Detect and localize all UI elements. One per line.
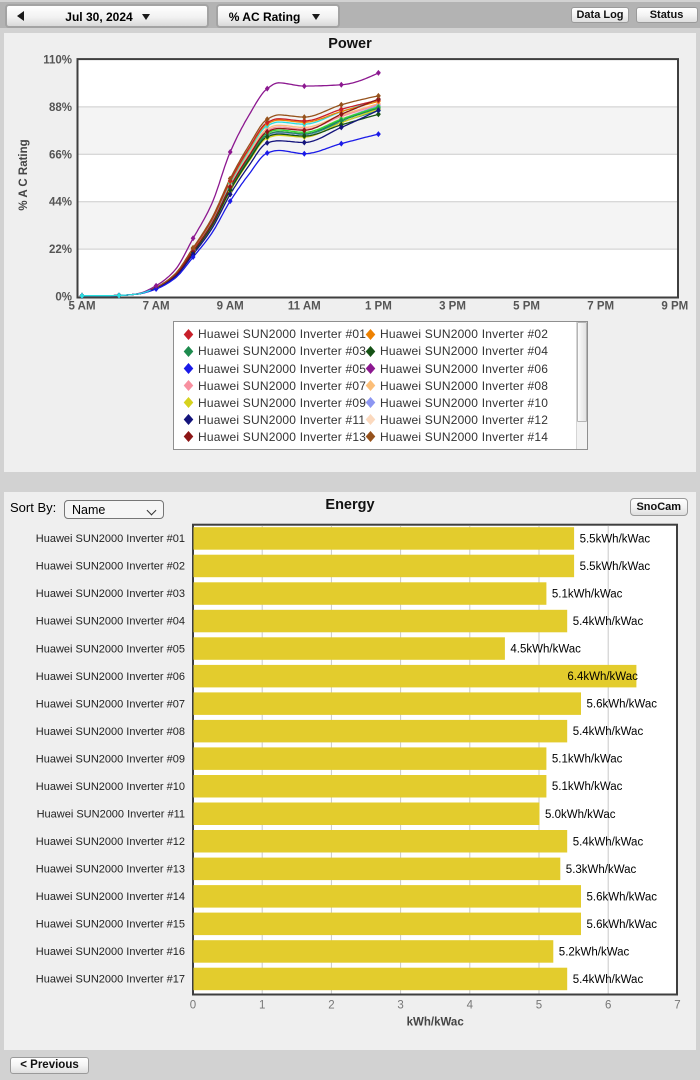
svg-text:5.6kWh/kWac: 5.6kWh/kWac: [587, 919, 658, 931]
svg-text:5.2kWh/kWac: 5.2kWh/kWac: [559, 946, 630, 958]
svg-text:Huawei SUN2000 Inverter #01: Huawei SUN2000 Inverter #01: [36, 533, 185, 545]
svg-text:Huawei SUN2000 Inverter #04: Huawei SUN2000 Inverter #04: [36, 616, 185, 628]
svg-text:Huawei SUN2000 Inverter #02: Huawei SUN2000 Inverter #02: [36, 561, 185, 573]
svg-text:Huawei SUN2000 Inverter #14: Huawei SUN2000 Inverter #14: [36, 891, 185, 903]
svg-text:3 PM: 3 PM: [439, 301, 466, 313]
svg-text:5.1kWh/kWac: 5.1kWh/kWac: [552, 589, 623, 601]
svg-text:Huawei SUN2000 Inverter #11: Huawei SUN2000 Inverter #11: [37, 809, 185, 821]
svg-text:22%: 22%: [49, 244, 72, 256]
svg-text:Huawei SUN2000 Inverter #10: Huawei SUN2000 Inverter #10: [36, 781, 185, 793]
svg-text:6.4kWh/kWac: 6.4kWh/kWac: [567, 671, 638, 683]
svg-text:1: 1: [259, 1000, 265, 1012]
svg-text:9 AM: 9 AM: [217, 301, 244, 313]
svg-text:5.4kWh/kWac: 5.4kWh/kWac: [573, 974, 644, 986]
svg-text:7: 7: [674, 1000, 680, 1012]
svg-text:0%: 0%: [55, 292, 72, 304]
svg-text:5.5kWh/kWac: 5.5kWh/kWac: [580, 534, 651, 546]
svg-text:3: 3: [397, 1000, 403, 1012]
svg-text:5.6kWh/kWac: 5.6kWh/kWac: [587, 699, 658, 711]
svg-text:Huawei SUN2000 Inverter #09: Huawei SUN2000 Inverter #09: [36, 753, 185, 765]
svg-text:0: 0: [190, 1000, 196, 1012]
svg-text:5.4kWh/kWac: 5.4kWh/kWac: [573, 616, 644, 628]
svg-text:Huawei SUN2000 Inverter #17: Huawei SUN2000 Inverter #17: [36, 974, 185, 986]
svg-text:5.0kWh/kWac: 5.0kWh/kWac: [545, 809, 616, 821]
svg-text:5.6kWh/kWac: 5.6kWh/kWac: [587, 891, 658, 903]
svg-text:5: 5: [536, 1000, 542, 1012]
svg-text:Huawei SUN2000 Inverter #07: Huawei SUN2000 Inverter #07: [36, 698, 185, 710]
svg-text:5.5kWh/kWac: 5.5kWh/kWac: [580, 561, 651, 573]
svg-text:5.4kWh/kWac: 5.4kWh/kWac: [573, 726, 644, 738]
svg-text:5.1kWh/kWac: 5.1kWh/kWac: [552, 754, 623, 766]
svg-text:5.4kWh/kWac: 5.4kWh/kWac: [573, 836, 644, 848]
svg-text:% A C Rating: % A C Rating: [18, 139, 30, 210]
svg-text:110%: 110%: [43, 55, 72, 67]
svg-text:kWh/kWac: kWh/kWac: [407, 1017, 465, 1029]
svg-text:Huawei SUN2000 Inverter #03: Huawei SUN2000 Inverter #03: [36, 588, 185, 600]
svg-text:7 AM: 7 AM: [143, 301, 170, 313]
svg-text:Huawei SUN2000 Inverter #15: Huawei SUN2000 Inverter #15: [36, 919, 185, 931]
svg-text:66%: 66%: [49, 149, 72, 161]
svg-text:Huawei SUN2000 Inverter #05: Huawei SUN2000 Inverter #05: [36, 643, 185, 655]
svg-text:Huawei SUN2000 Inverter #16: Huawei SUN2000 Inverter #16: [36, 946, 185, 958]
svg-text:5 PM: 5 PM: [513, 301, 540, 313]
svg-text:9 PM: 9 PM: [661, 301, 688, 313]
svg-text:Huawei SUN2000 Inverter #13: Huawei SUN2000 Inverter #13: [36, 864, 185, 876]
svg-text:5.3kWh/kWac: 5.3kWh/kWac: [566, 864, 637, 876]
svg-text:2: 2: [328, 1000, 334, 1012]
svg-text:11 AM: 11 AM: [288, 301, 321, 313]
svg-text:1 PM: 1 PM: [365, 301, 392, 313]
svg-text:4: 4: [467, 1000, 474, 1012]
svg-text:Huawei SUN2000 Inverter #08: Huawei SUN2000 Inverter #08: [36, 726, 185, 738]
svg-text:4.5kWh/kWac: 4.5kWh/kWac: [510, 644, 581, 656]
svg-text:6: 6: [605, 1000, 611, 1012]
svg-text:5.1kWh/kWac: 5.1kWh/kWac: [552, 781, 623, 793]
svg-text:44%: 44%: [49, 197, 72, 209]
svg-text:Huawei SUN2000 Inverter #12: Huawei SUN2000 Inverter #12: [36, 836, 185, 848]
svg-text:88%: 88%: [49, 102, 72, 114]
svg-text:7 PM: 7 PM: [587, 301, 614, 313]
svg-text:Huawei SUN2000 Inverter #06: Huawei SUN2000 Inverter #06: [36, 671, 185, 683]
svg-text:5 AM: 5 AM: [68, 301, 95, 313]
